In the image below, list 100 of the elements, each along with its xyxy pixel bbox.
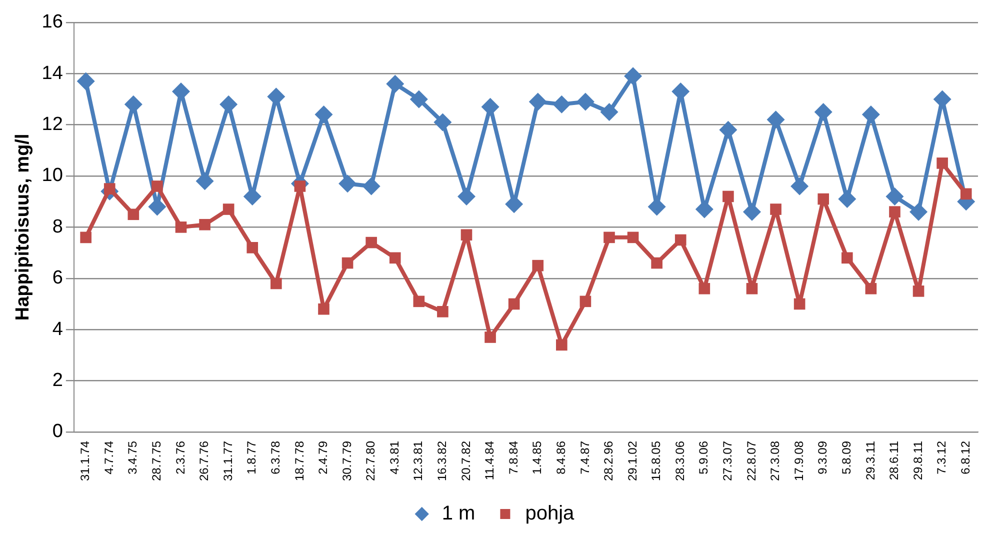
x-tick-label: 7.8.84 (506, 440, 520, 474)
legend-label: pohja (525, 502, 576, 525)
y-tick-label: 0 (52, 421, 63, 442)
point (362, 177, 380, 196)
x-tick-label: 28.2.96 (602, 440, 616, 482)
point (651, 257, 662, 269)
point (128, 208, 140, 220)
x-tick-label: 20.7.82 (458, 440, 473, 482)
x-tick-label: 1.8.77 (244, 440, 259, 474)
point (389, 252, 401, 264)
point (862, 106, 880, 124)
point (505, 195, 524, 214)
point (366, 236, 377, 248)
point (604, 232, 615, 244)
x-tick-label: 31.1.77 (220, 440, 235, 482)
point (413, 296, 425, 308)
x-tick-label: 7.3.12 (934, 440, 949, 474)
x-tick-label: 28.6.11 (887, 440, 902, 480)
point (910, 202, 928, 221)
x-tick-label: 3.4.75 (126, 440, 140, 474)
point (410, 90, 428, 108)
point (434, 113, 452, 132)
x-tick-label: 7.4.87 (578, 440, 592, 474)
point (457, 187, 476, 206)
point (766, 110, 785, 129)
x-tick-label: 8.4.86 (554, 440, 568, 474)
x-tick-label: 12.3.81 (411, 440, 426, 482)
x-tick-label: 6.3.78 (268, 440, 282, 474)
x-tick-label: 22.7.80 (364, 440, 378, 482)
x-tick-label: 29.3.11 (863, 440, 878, 480)
point (243, 187, 262, 206)
x-tick-label: 29.1.02 (625, 440, 640, 482)
y-tick-label: 16 (42, 12, 63, 33)
point (528, 92, 547, 111)
x-tick-label: 27.3.07 (720, 440, 735, 482)
y-tick-label: 4 (52, 318, 64, 340)
point (267, 88, 286, 106)
point (674, 234, 686, 246)
point (196, 172, 214, 190)
point (838, 190, 856, 208)
x-tick-label: 30.7.79 (340, 440, 354, 482)
x-tick-label: 17.9.08 (792, 440, 806, 482)
point (338, 174, 357, 193)
point (342, 257, 354, 269)
x-tick-label: 2.4.79 (316, 440, 330, 474)
x-tick-label: 4.3.81 (387, 440, 402, 474)
point (481, 98, 500, 116)
point (886, 187, 904, 206)
x-tick-label: 26.7.76 (197, 440, 212, 482)
x-tick-label: 22.8.07 (744, 440, 758, 482)
point (246, 242, 258, 254)
x-tick-label: 27.3.08 (768, 440, 782, 482)
point (460, 229, 472, 241)
point (386, 74, 404, 93)
y-tick-label: 14 (42, 62, 64, 84)
point (580, 296, 592, 308)
point (960, 188, 972, 200)
point (508, 298, 520, 310)
point (222, 204, 234, 215)
point (698, 282, 710, 294)
y-tick-label: 6 (52, 268, 63, 289)
point (936, 158, 948, 169)
point (600, 102, 618, 121)
x-tick-label: 5.8.09 (839, 440, 854, 474)
point (719, 120, 738, 139)
x-tick-label: 18.7.78 (292, 440, 306, 482)
x-tick-label: 31.1.74 (78, 440, 92, 482)
point (76, 72, 95, 90)
x-tick-label: 9.3.09 (816, 440, 830, 474)
point (794, 298, 806, 310)
point (80, 232, 92, 244)
point (627, 232, 639, 244)
y-axis-title: Happipitoisuus, mg/l (12, 134, 34, 321)
x-tick-label: 1.4.85 (530, 440, 544, 474)
point (576, 92, 594, 111)
point (484, 332, 496, 343)
x-tick-label: 28.7.75 (150, 440, 164, 482)
point (556, 339, 568, 351)
point (889, 206, 900, 218)
point (124, 95, 142, 114)
point (318, 303, 330, 315)
x-tick-label: 16.3.82 (435, 440, 450, 482)
point (152, 180, 163, 192)
legend-label: 1 m (442, 502, 476, 525)
point (220, 95, 238, 114)
point (437, 306, 448, 318)
point (270, 278, 282, 290)
y-tick-label: 2 (52, 370, 63, 391)
x-tick-label: 6.8.12 (958, 440, 972, 474)
point (695, 200, 714, 218)
point (314, 106, 333, 124)
y-tick-label: 12 (42, 114, 63, 136)
point (199, 218, 210, 230)
point (722, 190, 734, 202)
x-tick-label: 29.8.11 (910, 440, 925, 480)
x-tick-label: 11.4.84 (482, 440, 497, 480)
point (865, 282, 877, 294)
point (175, 222, 187, 233)
point (770, 204, 782, 215)
x-tick-label: 4.7.74 (102, 440, 116, 474)
